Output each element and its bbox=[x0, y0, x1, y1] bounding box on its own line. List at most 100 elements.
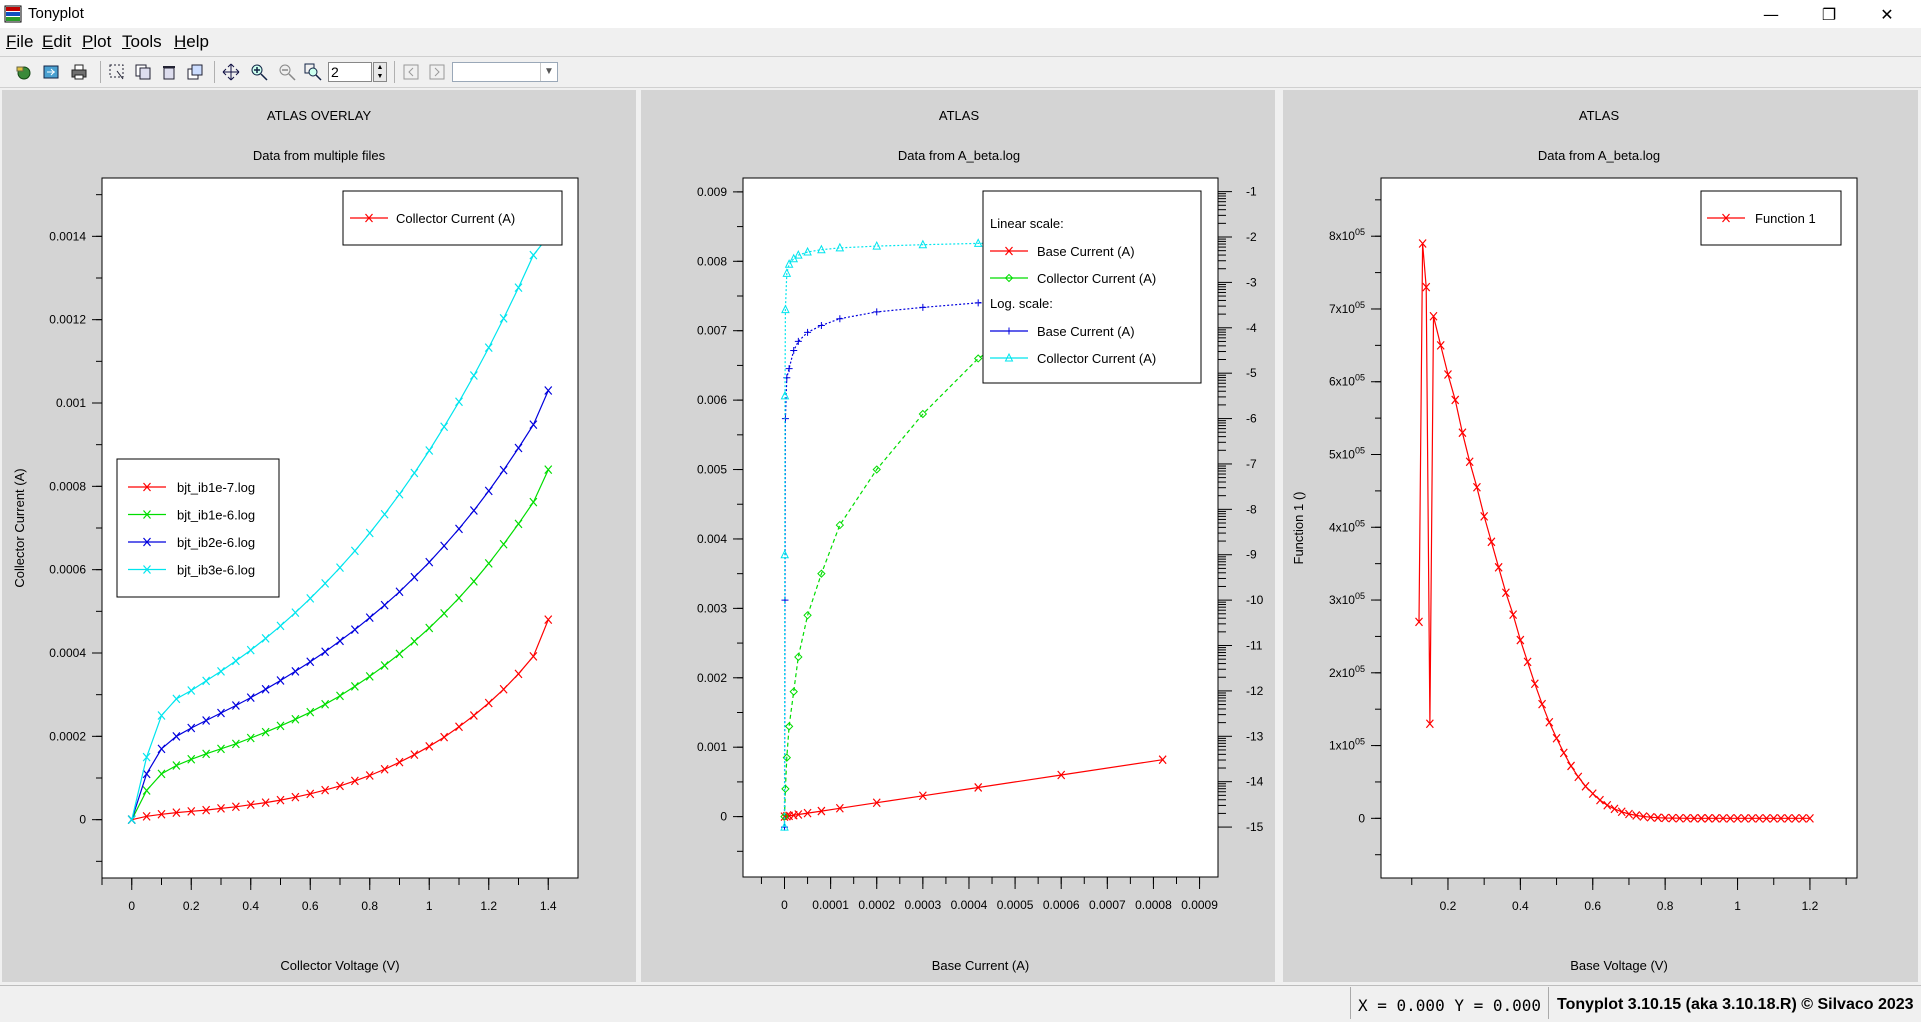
series-0-point bbox=[1538, 699, 1547, 709]
legend-item-2-swatch-marker bbox=[143, 537, 151, 547]
y-tick-label: 3x1005 bbox=[1329, 591, 1365, 607]
legend-item-0-swatch-marker bbox=[1722, 213, 1730, 223]
series-1-point bbox=[276, 721, 285, 731]
series-2-point bbox=[410, 572, 419, 582]
import-icon[interactable] bbox=[42, 63, 60, 81]
base-current-chart[interactable]: ATLAS Data from A_beta.log Base Current (A… bbox=[641, 90, 1275, 982]
series-2-point bbox=[261, 684, 270, 694]
toolbar-separator bbox=[100, 61, 101, 83]
series-0-point bbox=[157, 809, 166, 819]
menu-file[interactable]: File bbox=[6, 32, 34, 51]
y-tick-label: 0.0012 bbox=[49, 313, 86, 327]
collector-current-chart[interactable]: ATLAS OVERLAY Data from multiple files Col… bbox=[2, 90, 636, 982]
open-icon[interactable] bbox=[14, 63, 32, 81]
series-3-point bbox=[455, 397, 463, 407]
series-0-point bbox=[1581, 781, 1590, 791]
zoom-factor-spinner[interactable]: ▲ ▼ bbox=[373, 62, 387, 82]
y2-tick-label: -4 bbox=[1246, 321, 1257, 335]
zoom-box-icon[interactable] bbox=[304, 63, 322, 81]
series-0-point bbox=[172, 808, 181, 817]
plot-selector-combo[interactable]: ▼ bbox=[452, 62, 558, 82]
restore-button[interactable]: ❐ bbox=[1821, 4, 1837, 24]
series-0-point bbox=[1530, 679, 1539, 689]
series-1-point bbox=[336, 691, 344, 701]
plot-panel-overlay[interactable]: ATLAS OVERLAY Data from multiple files Col… bbox=[2, 90, 636, 982]
series-0-point bbox=[246, 800, 255, 810]
y-tick-label: 0.0004 bbox=[49, 646, 86, 660]
series-0-point bbox=[291, 792, 300, 802]
series-0-point bbox=[1501, 588, 1510, 598]
chart-subtitle: Data from A_beta.log bbox=[898, 148, 1020, 163]
series-2-point bbox=[804, 328, 812, 336]
series-0-point bbox=[1472, 482, 1481, 492]
y-tick-label: 0.005 bbox=[697, 463, 727, 477]
series-3-point bbox=[306, 594, 315, 603]
y2-tick-label: -10 bbox=[1246, 593, 1264, 607]
series-3-point bbox=[172, 694, 181, 704]
menu-edit[interactable]: Edit bbox=[42, 32, 72, 51]
series-1-point bbox=[157, 769, 166, 779]
series-0-point bbox=[1552, 733, 1561, 743]
plot-area bbox=[1380, 177, 1858, 879]
plot-panel-function[interactable]: ATLAS Data from A_beta.log Base Voltage (V… bbox=[1283, 90, 1918, 982]
chart-title: ATLAS OVERLAY bbox=[267, 108, 372, 123]
series-0-point bbox=[380, 764, 389, 774]
x-tick-label: 0.8 bbox=[1657, 899, 1674, 913]
series-0-point bbox=[1805, 813, 1814, 823]
y-tick-label: 0.006 bbox=[697, 393, 727, 407]
series-0-point bbox=[336, 781, 344, 791]
zoom-out-icon[interactable] bbox=[278, 63, 296, 81]
close-button[interactable]: ✕ bbox=[1880, 4, 1894, 24]
x-tick-label: 1.2 bbox=[1802, 899, 1819, 913]
series-0-point bbox=[803, 808, 812, 818]
chart-title: ATLAS bbox=[939, 108, 980, 123]
series-2-point bbox=[350, 625, 359, 635]
menu-plot[interactable]: Plot bbox=[82, 32, 112, 51]
y2-tick-label: -6 bbox=[1246, 412, 1257, 426]
series-0-point bbox=[1444, 370, 1452, 379]
plot-panel-beta[interactable]: ATLAS Data from A_beta.log Base Current (A… bbox=[641, 90, 1275, 982]
series-0-point bbox=[918, 791, 927, 801]
series-3-point bbox=[529, 250, 538, 260]
legend-heading-1: Log. scale: bbox=[990, 296, 1053, 311]
y2-tick-label: -5 bbox=[1246, 366, 1257, 380]
series-0-point bbox=[835, 803, 844, 813]
series-2-point bbox=[202, 716, 211, 725]
zoom-factor-input[interactable] bbox=[328, 62, 372, 82]
series-3-point bbox=[484, 343, 493, 352]
copy-icon[interactable] bbox=[134, 63, 152, 81]
prev-icon[interactable] bbox=[402, 63, 420, 81]
function-chart[interactable]: ATLAS Data from A_beta.log Base Voltage (V… bbox=[1283, 90, 1918, 982]
series-3-point bbox=[872, 240, 882, 250]
y-tick-label: 0.001 bbox=[697, 740, 727, 754]
minimize-button[interactable]: — bbox=[1763, 4, 1779, 24]
series-2-point bbox=[794, 337, 802, 345]
duplicate-icon[interactable] bbox=[186, 63, 204, 81]
series-0-point bbox=[202, 805, 211, 815]
select-region-icon[interactable] bbox=[108, 63, 126, 81]
series-1-point bbox=[544, 465, 553, 475]
print-icon[interactable] bbox=[70, 63, 88, 81]
x-tick-label: 0.0005 bbox=[997, 898, 1034, 912]
zoom-in-icon[interactable] bbox=[250, 63, 268, 81]
delete-icon[interactable] bbox=[160, 63, 178, 81]
series-2-point bbox=[380, 600, 389, 610]
next-icon[interactable] bbox=[428, 63, 446, 81]
series-1-point bbox=[789, 687, 798, 696]
series-1-point bbox=[781, 784, 790, 794]
series-3-point bbox=[410, 468, 419, 478]
legend-label-0: bjt_ib1e-7.log bbox=[177, 480, 255, 495]
series-0-point bbox=[1436, 340, 1445, 350]
series-3-point bbox=[514, 283, 523, 292]
series-3-point bbox=[261, 634, 270, 643]
menu-tools[interactable]: Tools bbox=[122, 32, 162, 51]
menu-help[interactable]: Help bbox=[174, 32, 209, 51]
chevron-down-icon[interactable]: ▼ bbox=[540, 63, 557, 81]
y2-tick-label: -14 bbox=[1246, 775, 1264, 789]
y-axis-label: Function 1 () bbox=[1291, 492, 1306, 565]
pan-icon[interactable] bbox=[222, 63, 240, 81]
legend-label-2: Base Current (A) bbox=[1037, 324, 1135, 339]
series-0-point bbox=[1777, 813, 1785, 823]
series-1-point bbox=[291, 714, 300, 724]
window-title: Tonyplot bbox=[28, 5, 84, 22]
